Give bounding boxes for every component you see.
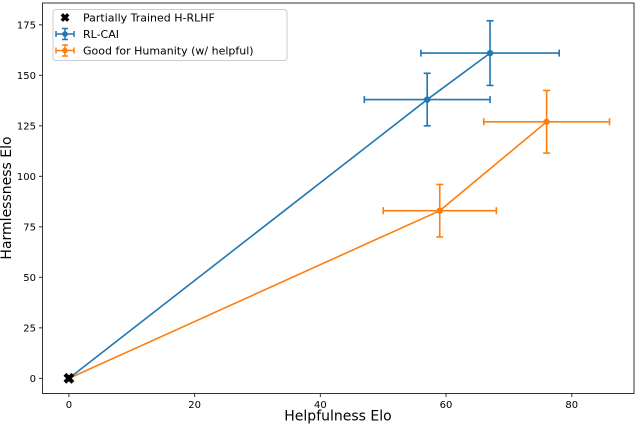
legend-item: Good for Humanity (w/ helpful) [55, 44, 254, 58]
x-tick-label: 0 [66, 400, 72, 411]
data-point-marker-x [63, 372, 75, 384]
x-tick-label: 80 [565, 400, 578, 411]
series-layer [63, 19, 611, 384]
series-2 [65, 89, 611, 382]
x-tick-label: 20 [188, 400, 201, 411]
legend-item-label: RL-CAI [83, 28, 119, 41]
series-line [68, 121, 548, 380]
legend-item: Partially Trained H-RLHF [60, 12, 215, 25]
data-point-marker [423, 96, 431, 103]
x-tick-label: 40 [314, 400, 327, 411]
y-tick-label: 50 [23, 273, 36, 284]
x-axis-label: Helpfulness Elo [284, 409, 391, 425]
y-tick-label: 0 [30, 374, 36, 385]
legend-x-marker-icon [60, 13, 70, 22]
plot-frame [42, 2, 635, 394]
y-axis-label: Harmlessness Elo [0, 136, 15, 259]
legend-errorbar-icon [62, 47, 68, 54]
series-1 [65, 19, 560, 382]
y-tick-label: 125 [17, 121, 36, 132]
y-tick-label: 75 [23, 222, 36, 233]
data-point-marker [543, 118, 550, 125]
legend-item: RL-CAI [55, 27, 119, 41]
x-tick-label: 60 [440, 400, 453, 411]
y-tick-label: 25 [23, 323, 36, 334]
data-point-marker [436, 207, 443, 214]
legend-item-label: Partially Trained H-RLHF [83, 12, 215, 25]
data-point-marker [486, 49, 494, 57]
legend-box [52, 9, 288, 61]
series-0 [63, 372, 75, 384]
legend-item-label: Good for Humanity (w/ helpful) [83, 45, 254, 58]
legend-errorbar-icon [62, 31, 68, 37]
y-tick-label: 175 [17, 20, 36, 31]
legend: Partially Trained H-RLHF RL-CAI Good for H… [52, 9, 288, 61]
y-tick-label: 100 [17, 172, 36, 183]
ticks-layer: 0 20 40 60 80 0 25 50 75 100 125 150 175 [17, 20, 578, 411]
y-tick-label: 150 [17, 71, 36, 82]
